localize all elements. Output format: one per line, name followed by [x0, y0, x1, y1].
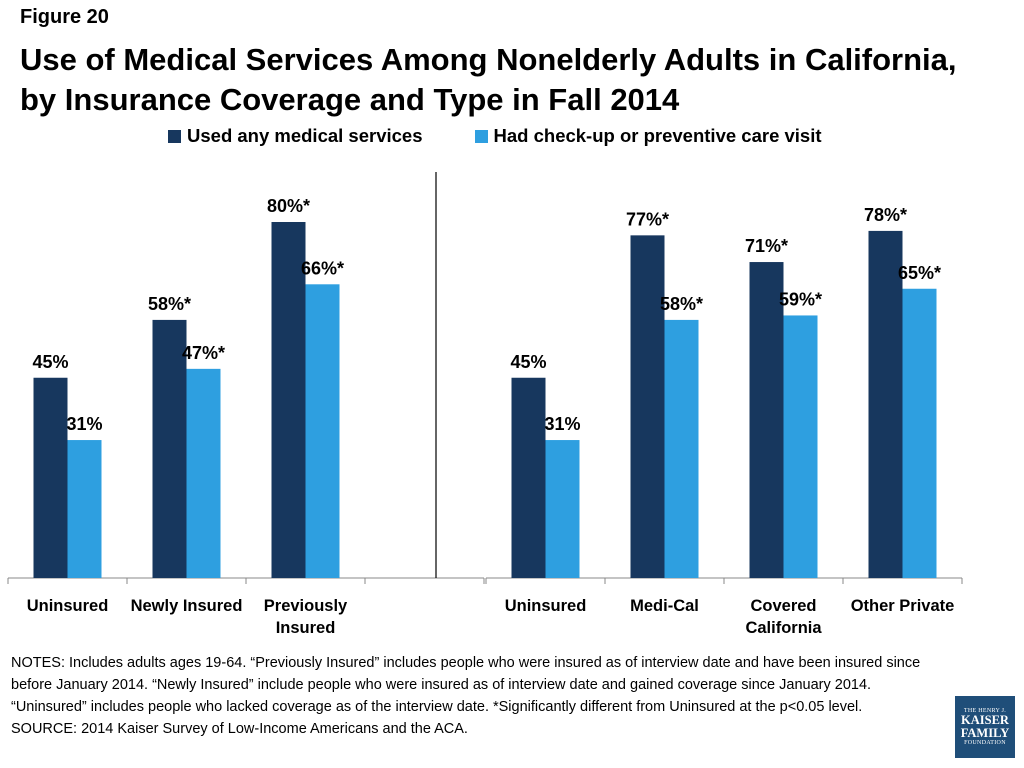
category-label: Uninsured — [27, 597, 109, 615]
logo-line3: FAMILY — [960, 726, 1010, 740]
bar-any-services — [152, 319, 187, 578]
data-label: 78%* — [864, 205, 907, 225]
legend-label-checkup: Had check-up or preventive care visit — [493, 125, 822, 146]
legend: Used any medical services Had check-up o… — [168, 125, 822, 147]
category-label: Other Private — [851, 597, 955, 615]
logo-line2: KAISER — [961, 713, 1009, 727]
category-label: Uninsured — [505, 597, 587, 615]
legend-label-any-services: Used any medical services — [187, 125, 423, 146]
legend-swatch-light — [474, 129, 488, 143]
bar-checkup — [783, 315, 818, 578]
notes: NOTES: Includes adults ages 19-64. “Prev… — [11, 652, 946, 740]
data-label: 31% — [544, 414, 580, 434]
bar-checkup — [186, 368, 221, 578]
figure-label: Figure 20 — [20, 6, 109, 28]
category-label: Newly Insured — [131, 597, 243, 615]
data-label: 71%* — [745, 236, 788, 256]
legend-swatch-dark — [168, 129, 181, 143]
data-label: 45% — [32, 352, 68, 372]
bar-any-services — [868, 230, 903, 578]
data-label: 45% — [510, 352, 546, 372]
bar-any-services — [511, 377, 546, 578]
data-label: 77%* — [626, 209, 669, 229]
kff-logo: THE HENRY J. KAISER FAMILY FOUNDATION — [955, 696, 1015, 758]
bar-any-services — [630, 235, 665, 578]
bar-checkup — [664, 319, 699, 578]
bar-any-services — [749, 262, 784, 578]
bar-checkup — [902, 288, 937, 578]
data-label: 58%* — [660, 294, 703, 314]
legend-item-any-services: Used any medical services — [168, 125, 423, 147]
category-label: Covered — [750, 597, 816, 615]
category-label: Insured — [276, 619, 336, 637]
data-label: 65%* — [898, 263, 941, 283]
bar-chart: 45% 31% Uninsured 58%* 47%* Newly Insured 80%*… — [7, 172, 963, 637]
category-label: Previously — [264, 597, 348, 615]
source-text: SOURCE: 2014 Kaiser Survey of Low-Income… — [11, 721, 468, 737]
bar-any-services — [271, 222, 306, 578]
category-label: Medi-Cal — [630, 597, 699, 615]
logo-line4: FOUNDATION — [964, 740, 1006, 746]
data-label: 66%* — [301, 258, 344, 278]
notes-text: NOTES: Includes adults ages 19-64. “Prev… — [11, 655, 921, 715]
chart-title-line2: by Insurance Coverage and Type in Fall 2… — [20, 82, 680, 117]
data-label: 31% — [66, 414, 102, 434]
category-label: California — [745, 619, 822, 637]
bar-checkup — [545, 440, 580, 578]
data-label: 80%* — [267, 196, 310, 216]
data-label: 58%* — [148, 294, 191, 314]
data-label: 59%* — [779, 289, 822, 309]
chart-title: Use of Medical Services Among Nonelderly… — [20, 40, 1010, 120]
data-label: 47%* — [182, 343, 225, 363]
legend-item-checkup: Had check-up or preventive care visit — [474, 125, 822, 147]
bar-checkup — [67, 440, 102, 578]
bar-checkup — [305, 284, 340, 578]
bar-any-services — [33, 377, 68, 578]
chart-title-line1: Use of Medical Services Among Nonelderly… — [20, 42, 957, 77]
logo-line1: THE HENRY J. — [963, 708, 1007, 714]
